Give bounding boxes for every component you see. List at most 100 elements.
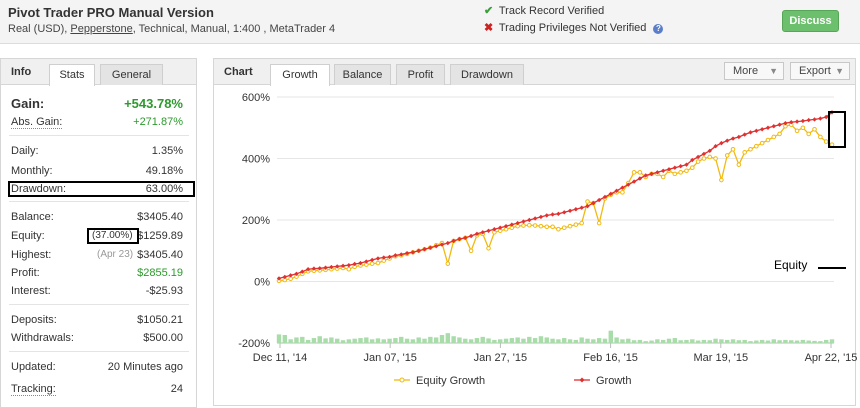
tracking-value: 24 — [170, 383, 183, 395]
tab-general[interactable]: General — [100, 64, 163, 85]
growth-point — [713, 144, 718, 149]
highest-value: $3405.40 — [137, 249, 183, 261]
track-record-label: Track Record Verified — [498, 5, 605, 17]
volume-bar — [655, 339, 660, 343]
growth-point — [690, 157, 695, 163]
legend-growth-label: Growth — [596, 375, 631, 387]
volume-bar — [352, 338, 357, 343]
growth-point — [393, 253, 398, 258]
volume-bar — [789, 340, 794, 343]
equity-growth-point — [556, 226, 561, 232]
growth-point — [596, 197, 602, 203]
growth-point — [684, 162, 689, 167]
info-panel: Info Stats General Gain: +543.78% Abs. G… — [0, 58, 197, 408]
growth-point — [591, 200, 596, 206]
tracking-link[interactable]: Tracking: — [11, 383, 56, 396]
more-button[interactable]: More ▼ — [724, 62, 784, 80]
x-tick-label: Jan 07, '15 — [363, 352, 416, 364]
growth-point — [562, 210, 567, 215]
x-tick-label: Mar 19, '15 — [693, 352, 748, 364]
track-record-status: ✔ Track Record Verified — [484, 4, 604, 17]
growth-point — [736, 134, 742, 140]
volume-bar — [300, 336, 305, 343]
account-subtitle: Real (USD), Pepperstone, Technical, Manu… — [8, 23, 335, 35]
y-tick-label: 400% — [242, 154, 270, 166]
volume-bar — [730, 339, 736, 343]
monthly-value: 49.18% — [145, 165, 183, 177]
volume-bar — [602, 338, 608, 343]
growth-point — [282, 274, 288, 280]
help-icon[interactable]: ? — [653, 24, 664, 34]
volume-bar — [375, 338, 381, 343]
volume-bar — [631, 340, 637, 343]
tab-drawdown[interactable]: Drawdown — [450, 64, 524, 85]
growth-point — [707, 148, 712, 154]
equity-growth-point — [730, 146, 736, 152]
volume-bar — [364, 337, 369, 343]
equity-growth-point — [521, 223, 526, 228]
growth-point — [672, 165, 678, 170]
growth-point — [695, 154, 701, 160]
balance-label: Balance: — [11, 211, 54, 223]
growth-point — [404, 251, 410, 256]
growth-point — [789, 120, 794, 125]
export-button[interactable]: Export ▼ — [790, 62, 850, 80]
volume-bar — [701, 339, 707, 343]
gain-value: +543.78% — [124, 96, 183, 111]
info-header: Info — [11, 66, 32, 78]
volume-bar — [626, 338, 631, 343]
tab-balance[interactable]: Balance — [334, 64, 391, 85]
equity-growth-point — [538, 223, 544, 229]
volume-bar — [777, 340, 782, 343]
growth-point — [765, 125, 771, 130]
growth-point — [451, 238, 456, 244]
equity-growth-point — [468, 248, 474, 254]
volume-bar — [614, 337, 619, 343]
growth-point — [660, 168, 666, 173]
equity-growth-point — [724, 153, 730, 158]
equity-growth-point — [678, 170, 683, 175]
growth-point — [754, 128, 759, 134]
equity-growth-point — [573, 222, 579, 227]
volume-bar — [305, 339, 311, 343]
growth-point — [649, 171, 654, 177]
tab-stats[interactable]: Stats — [49, 64, 95, 86]
equity-growth-point — [579, 220, 584, 226]
volume-bar — [317, 336, 322, 343]
interest-label: Interest: — [11, 285, 51, 297]
growth-point — [416, 248, 421, 253]
equity-percent: (37.00%) — [92, 230, 133, 241]
growth-point — [480, 230, 485, 235]
volume-bar — [381, 339, 386, 343]
drawdown-highlight-box — [8, 181, 195, 197]
volume-bar — [818, 341, 823, 343]
volume-bar — [754, 340, 759, 343]
volume-bar — [538, 336, 544, 343]
growth-point — [305, 267, 311, 272]
divider — [9, 135, 189, 136]
growth-point — [812, 117, 817, 122]
equity-growth-point — [771, 134, 777, 140]
end-point-highlight-box — [828, 111, 846, 148]
broker-link[interactable]: Pepperstone — [70, 23, 133, 35]
growth-point — [317, 266, 322, 271]
trading-privileges-label: Trading Privileges Not Verified — [498, 22, 647, 34]
volume-bar — [695, 340, 701, 343]
tab-growth[interactable]: Growth — [270, 64, 330, 86]
growth-point — [608, 191, 613, 197]
equity-growth-point — [754, 143, 759, 149]
volume-bar — [532, 338, 538, 343]
volume-bar — [637, 339, 643, 343]
volume-bar — [759, 339, 765, 343]
tab-profit[interactable]: Profit — [396, 64, 445, 85]
discuss-button[interactable]: Discuss — [782, 10, 839, 32]
volume-bar — [288, 339, 293, 343]
equity-growth-point — [596, 220, 602, 226]
volume-bar — [550, 338, 555, 343]
growth-point — [445, 240, 451, 246]
chart-header: Chart — [224, 66, 253, 78]
withdrawals-value: $500.00 — [143, 332, 183, 344]
legend-equity-growth-marker — [399, 377, 405, 383]
growth-point — [410, 250, 416, 255]
growth-point — [433, 243, 439, 249]
